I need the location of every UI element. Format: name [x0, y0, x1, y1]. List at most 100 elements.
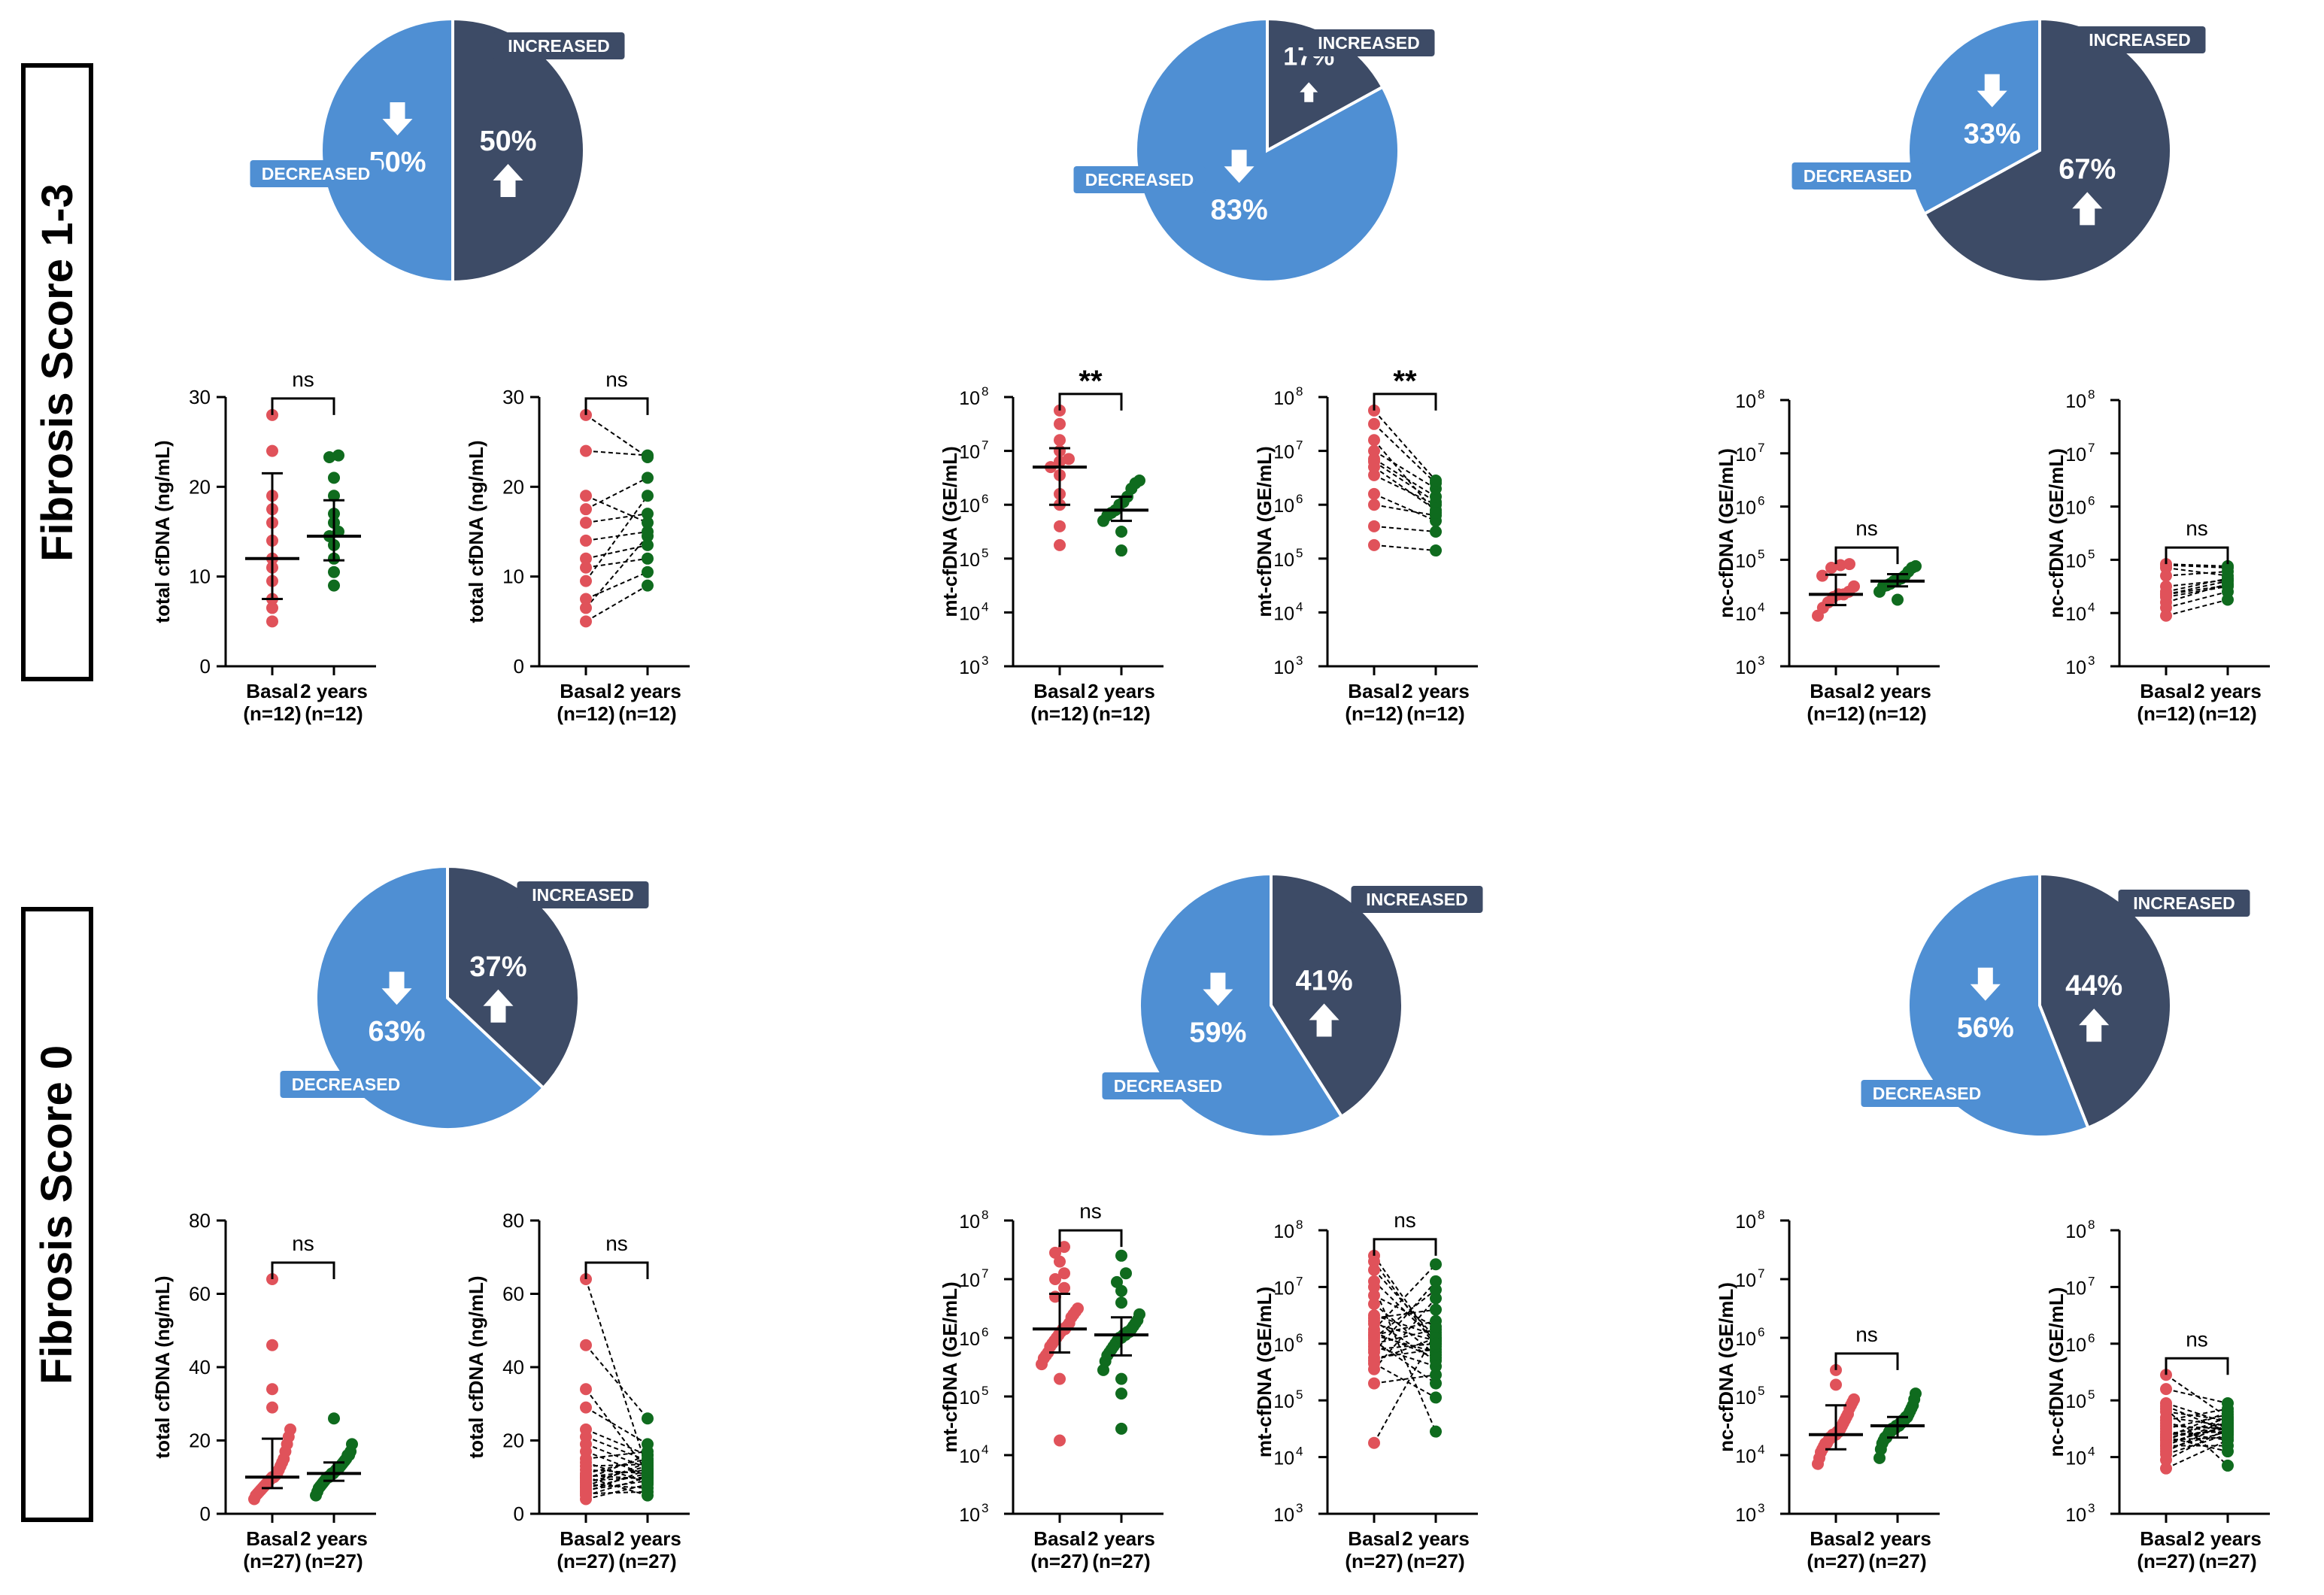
tag-decreased: DECREASED: [1873, 1084, 1981, 1103]
tag-decreased: DECREASED: [292, 1075, 400, 1094]
tag-increased: INCREASED: [532, 885, 633, 905]
y-tick-label: 10: [959, 550, 980, 571]
pair-line: [1373, 1363, 1437, 1399]
pie-slice-decreased: [1133, 17, 1400, 284]
x-tick-label: 2 years: [614, 680, 681, 702]
point-2-years: [1120, 1267, 1132, 1280]
point-basal: [1049, 1246, 1061, 1259]
y-tick-exponent: 3: [1296, 1501, 1303, 1515]
point-2-years: [1430, 474, 1442, 487]
pie-r2-mt: 41% 59% DECREASED INCREASED: [1102, 872, 1483, 1139]
y-tick-label: 10: [2065, 604, 2086, 625]
tag-decreased: DECREASED: [1114, 1076, 1222, 1096]
tag-increased: INCREASED: [508, 36, 609, 56]
point-basal: [2160, 1383, 2172, 1396]
point-2-years: [642, 490, 654, 502]
point-basal: [1848, 580, 1860, 593]
point-2-years: [1430, 1377, 1442, 1390]
pair-line: [1373, 1320, 1437, 1336]
pie-percent-increased: 44%: [2065, 970, 2122, 1002]
point-basal: [1368, 1436, 1380, 1449]
arrow-down-icon: [381, 972, 412, 1005]
y-tick-exponent: 6: [981, 1325, 988, 1339]
point-basal: [2160, 580, 2172, 593]
x-tick-n-label: (n=12): [1030, 702, 1088, 725]
tag-decreased-box: [1861, 1080, 1993, 1107]
tag-decreased-box: [1792, 162, 1924, 190]
pie-percent-increased: 37%: [469, 951, 526, 983]
pair-line: [585, 571, 648, 600]
point-basal: [1072, 1302, 1084, 1315]
pair-line: [1373, 439, 1437, 514]
point-basal: [1834, 559, 1846, 572]
y-tick-exponent: 6: [2088, 1331, 2095, 1345]
y-tick-label: 10: [959, 1329, 980, 1350]
point-2-years: [1430, 1258, 1442, 1271]
point-2-years: [642, 1412, 654, 1425]
tag-increased-box: [493, 32, 625, 59]
significance-label: ns: [292, 1232, 314, 1255]
y-tick-label: 30: [502, 386, 524, 408]
y-tick-label: 10: [2065, 1391, 2086, 1412]
pair-line: [2165, 1416, 2228, 1427]
y-tick-label: 10: [959, 1505, 980, 1526]
pie-slice-decreased: [1906, 872, 2091, 1139]
point-basal: [1368, 434, 1380, 447]
x-tick-label: 2 years: [300, 680, 368, 702]
x-tick-label: Basal: [2140, 1527, 2192, 1550]
tag-increased: INCREASED: [1318, 33, 1419, 53]
point-basal: [1054, 1434, 1066, 1447]
y-tick-exponent: 4: [1296, 599, 1303, 614]
pie-percent-increased: 41%: [1296, 965, 1353, 996]
pie-percent-decreased: 83%: [1211, 194, 1268, 226]
pair-line: [585, 1451, 648, 1460]
point-basal: [1058, 1267, 1070, 1280]
point-basal: [1054, 520, 1066, 532]
y-tick-label: 10: [1273, 496, 1294, 517]
point-basal: [266, 444, 278, 457]
tag-decreased: DECREASED: [262, 164, 370, 183]
y-tick-label: 10: [1273, 442, 1294, 463]
x-tick-n-label: (n=12): [1345, 702, 1403, 725]
x-tick-n-label: (n=27): [557, 1550, 614, 1572]
y-tick-exponent: 6: [981, 492, 988, 506]
significance-bracket: [271, 397, 335, 415]
pair-line: [1373, 1308, 1437, 1319]
y-tick-label: 10: [1273, 1278, 1294, 1299]
significance-label: **: [1079, 365, 1103, 398]
point-2-years: [1430, 506, 1442, 519]
x-tick-label: Basal: [1810, 680, 1861, 702]
row-label-fibrosis-1-3: Fibrosis Score 1-3: [21, 63, 93, 681]
y-tick-exponent: 3: [2088, 653, 2095, 668]
y-tick-label: 10: [959, 442, 980, 463]
point-basal: [1054, 538, 1066, 551]
point-basal: [1825, 562, 1837, 575]
point-2-years: [328, 579, 340, 592]
y-tick-label: 20: [502, 475, 524, 498]
x-tick-label: Basal: [246, 680, 298, 702]
x-tick-label: Basal: [560, 680, 611, 702]
y-tick-label: 10: [1273, 603, 1294, 624]
x-tick-label: Basal: [1033, 680, 1085, 702]
point-2-years: [2222, 1459, 2234, 1472]
x-tick-n-label: (n=12): [1406, 702, 1464, 725]
point-basal: [1368, 1263, 1380, 1276]
x-tick-label: 2 years: [1864, 680, 1931, 702]
pair-line: [2165, 1408, 2228, 1466]
y-tick-label: 10: [1273, 1505, 1294, 1526]
tag-decreased-box: [250, 160, 382, 187]
significance-bracket: [1834, 546, 1899, 565]
y-tick-exponent: 5: [1758, 1384, 1764, 1398]
y-tick-label: 10: [2065, 498, 2086, 519]
pair-line: [585, 1428, 648, 1456]
y-tick-label: 10: [2065, 1221, 2086, 1242]
pair-line: [1373, 493, 1437, 522]
pie-slice-increased: [2038, 872, 2173, 1130]
